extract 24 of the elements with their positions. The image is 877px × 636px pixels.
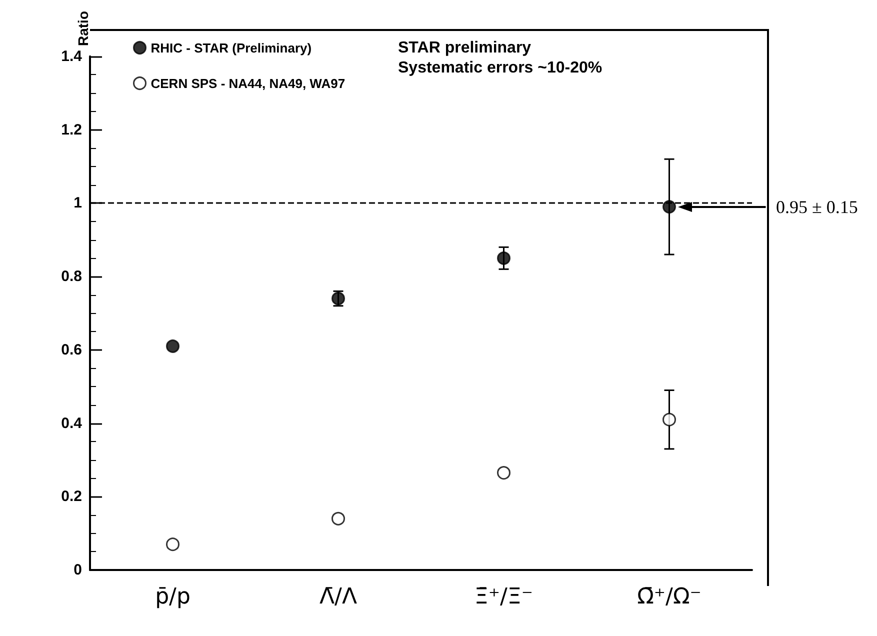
y-tick-label: 0: [74, 562, 82, 578]
y-tick-label: 0.2: [61, 488, 82, 506]
y-tick-label: 0.6: [61, 341, 82, 358]
point: [497, 466, 510, 480]
x-tick-label: Ξ̄⁺/Ξ⁻: [474, 584, 533, 610]
y-tick-label: 1: [74, 194, 82, 212]
y-axis-title: Ratio: [75, 11, 91, 46]
point: [166, 339, 180, 353]
x-tick-label: Λ̄/Λ: [319, 584, 358, 610]
text: 0.95 ± 0.15: [776, 196, 858, 217]
point: [662, 412, 676, 426]
y-tick-label: 0.8: [61, 268, 82, 286]
annotation: STAR preliminary Systematic errors ~10-20%: [398, 40, 602, 76]
point: [332, 512, 345, 526]
point: [166, 538, 180, 552]
y-tick-label: 1.4: [61, 48, 83, 65]
x-tick-label: p̄/p: [155, 584, 190, 610]
x-tick-label: Ω̄⁺/Ω⁻: [637, 584, 702, 610]
y-tick-label: 0.4: [61, 414, 83, 432]
legend-label: CERN SPS - NA44, NA49, WA97: [150, 76, 346, 91]
point: [662, 200, 676, 214]
y-tick-label: 1.2: [61, 121, 82, 138]
point: [497, 251, 510, 265]
legend-label: RHIC - STAR (Preliminary): [150, 40, 312, 56]
